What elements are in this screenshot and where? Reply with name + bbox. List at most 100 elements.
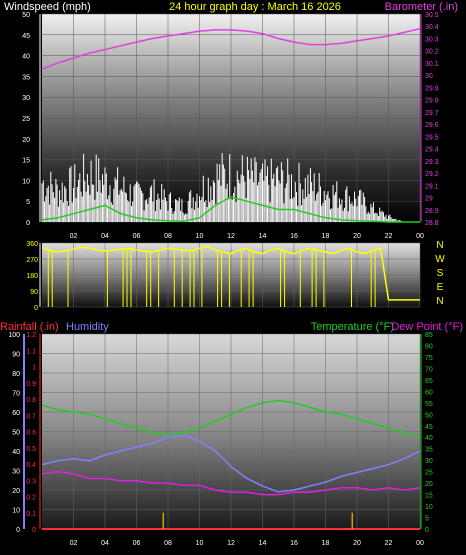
tick-label-barometer: 30.2 [425, 49, 439, 56]
tick-label-barometer: 29.1 [425, 183, 439, 190]
tick-label-x: 14 [259, 540, 267, 547]
tick-label-humidity: 70 [12, 391, 20, 398]
tick-label-barometer: 29.7 [425, 110, 439, 117]
tick-label-barometer: 29.4 [425, 147, 439, 154]
header-dewpoint: Dew Point (°F) [391, 321, 463, 333]
tick-label-temperature: 15 [425, 493, 433, 500]
series-direction-drops [47, 247, 376, 307]
tick-label-compass: N [436, 240, 443, 251]
tick-label-wind: 40 [22, 54, 30, 61]
tick-label-humidity: 40 [12, 449, 20, 456]
series-temp-humidity [41, 399, 421, 530]
grid-middle [42, 242, 421, 308]
tick-label-x: 08 [164, 540, 172, 547]
tick-label-humidity: 30 [12, 469, 20, 476]
tick-label-temperature: 0 [425, 527, 429, 534]
series-wind-average [41, 196, 420, 223]
tick-label-temperature: 70 [425, 366, 433, 373]
tick-label-humidity: 10 [12, 508, 20, 515]
tick-label-rain: 0.4 [26, 462, 36, 469]
tick-label-temperature: 60 [425, 389, 433, 396]
tick-label-rain: 0.9 [26, 381, 36, 388]
tick-label-rain: 1.2 [26, 332, 36, 339]
tick-label-rain: 0.5 [26, 446, 36, 453]
tick-label-temperature: 50 [425, 412, 433, 419]
tick-label-direction: 180 [26, 273, 38, 280]
header-barometer: Barometer (.in) [385, 1, 458, 13]
tick-label-barometer: 30.3 [425, 36, 439, 43]
tick-label-barometer: 29.8 [425, 98, 439, 105]
tick-label-compass: E [437, 282, 444, 293]
tick-label-temperature: 65 [425, 378, 433, 385]
tick-label-humidity: 80 [12, 371, 20, 378]
tick-label-wind: 0 [26, 220, 30, 227]
tick-label-x: 18 [322, 233, 330, 240]
tick-label-x: 14 [259, 233, 267, 240]
tick-label-barometer: 30.5 [425, 12, 439, 19]
tick-label-barometer: 30.4 [425, 24, 439, 31]
tick-label-temperature: 20 [425, 481, 433, 488]
tick-label-barometer: 30 [425, 73, 433, 80]
tick-label-rain: 0 [32, 527, 36, 534]
tick-label-compass: W [435, 254, 445, 265]
tick-label-temperature: 10 [425, 504, 433, 511]
tick-label-rain: 0.8 [26, 397, 36, 404]
tick-label-x: 18 [322, 540, 330, 547]
tick-label-x: 16 [290, 233, 298, 240]
tick-label-direction: 90 [30, 289, 38, 296]
tick-label-compass: N [436, 296, 443, 307]
header-title: 24 hour graph day : March 16 2026 [169, 1, 341, 13]
tick-label-temperature: 5 [425, 516, 429, 523]
tick-label-barometer: 29.2 [425, 171, 439, 178]
tick-label-wind: 5 [26, 199, 30, 206]
tick-label-temperature: 45 [425, 424, 433, 431]
tick-label-wind: 30 [22, 95, 30, 102]
tick-label-wind: 10 [22, 178, 30, 185]
series-windspeed [41, 153, 405, 222]
tick-label-humidity: 60 [12, 410, 20, 417]
series-temperature [41, 399, 421, 438]
series-dewpoint [41, 470, 421, 496]
tick-label-rain: 0.2 [26, 495, 36, 502]
tick-label-x: 10 [196, 233, 204, 240]
tick-label-barometer: 29.9 [425, 85, 439, 92]
tick-label-rain: 0.1 [26, 511, 36, 518]
tick-label-x: 10 [196, 540, 204, 547]
tick-label-barometer: 30.1 [425, 61, 439, 68]
tick-label-wind: 35 [22, 74, 30, 81]
tick-label-x: 08 [164, 233, 172, 240]
series-direction [41, 245, 420, 301]
axes: 0510152025303540455028.828.92929.129.229… [8, 12, 445, 547]
tick-label-rain: 0.3 [26, 478, 36, 485]
series-wind-barometer [41, 27, 421, 223]
tick-label-rain: 1 [32, 365, 36, 372]
tick-label-rain: 0.7 [26, 413, 36, 420]
tick-label-rain: 1.1 [26, 348, 36, 355]
tick-label-wind: 20 [22, 137, 30, 144]
series-humidity [41, 434, 421, 493]
tick-label-x: 20 [353, 233, 361, 240]
header-windspeed: Windspeed (mph) [4, 1, 91, 13]
tick-label-humidity: 50 [12, 430, 20, 437]
tick-label-humidity: 90 [12, 352, 20, 359]
tick-label-x: 06 [133, 540, 141, 547]
tick-label-temperature: 55 [425, 401, 433, 408]
tick-label-compass: S [437, 268, 444, 279]
tick-label-humidity: 20 [12, 488, 20, 495]
tick-label-barometer: 28.8 [425, 220, 439, 227]
tick-label-x: 16 [290, 540, 298, 547]
tick-label-temperature: 80 [425, 343, 433, 350]
tick-label-x: 20 [353, 540, 361, 547]
tick-label-temperature: 75 [425, 355, 433, 362]
tick-label-temperature: 40 [425, 435, 433, 442]
tick-label-temperature: 85 [425, 332, 433, 339]
tick-label-barometer: 29.3 [425, 159, 439, 166]
tick-label-x: 12 [227, 233, 235, 240]
tick-label-x: 04 [101, 540, 109, 547]
tick-label-x: 22 [385, 540, 393, 547]
tick-label-x: 00 [416, 233, 424, 240]
tick-label-humidity: 100 [8, 332, 20, 339]
tick-label-temperature: 25 [425, 470, 433, 477]
header-humidity: Humidity [66, 321, 109, 333]
